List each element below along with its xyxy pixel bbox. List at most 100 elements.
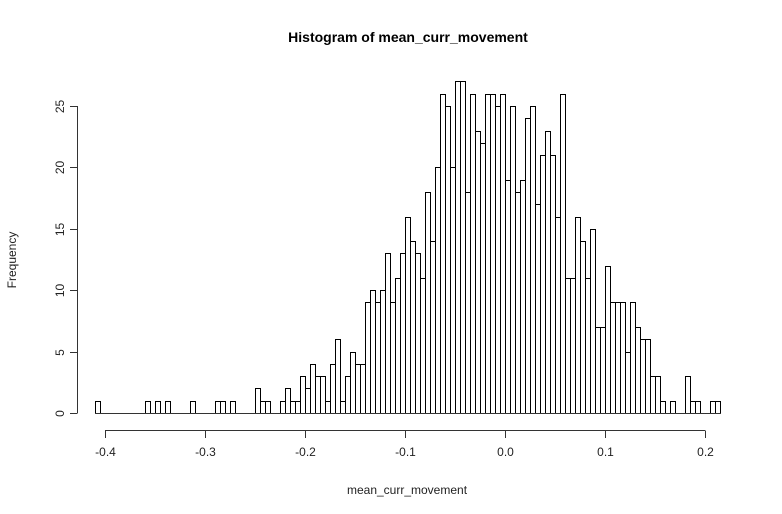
histogram-bar	[360, 364, 366, 414]
histogram-bar	[430, 241, 436, 414]
histogram-bar	[670, 401, 676, 414]
histogram-bar	[495, 106, 501, 414]
histogram-bar	[505, 180, 511, 414]
y-tick-label: 20	[53, 161, 67, 175]
histogram-bar	[520, 180, 526, 414]
histogram-bar	[490, 94, 496, 414]
histogram-bar	[330, 364, 336, 414]
histogram-bar	[395, 278, 401, 414]
histogram-bar	[465, 192, 471, 414]
histogram-bar	[425, 192, 431, 414]
histogram-bar	[415, 253, 421, 414]
histogram-bar	[585, 278, 591, 414]
histogram-bar	[615, 302, 621, 414]
histogram-bar	[95, 401, 101, 414]
histogram-bar	[450, 167, 456, 414]
histogram-bar	[265, 401, 271, 414]
histogram-bar	[545, 131, 551, 414]
x-tick-label: 0.0	[497, 445, 514, 459]
histogram-bar	[470, 94, 476, 414]
histogram-bar	[605, 266, 611, 414]
histogram-bar	[515, 192, 521, 414]
histogram-bar	[335, 339, 341, 414]
histogram-bar	[480, 143, 486, 414]
histogram-bar	[290, 401, 296, 414]
y-axis: 0 5 10 15 20 25	[53, 100, 78, 417]
histogram-bar	[145, 401, 151, 414]
histogram-bar	[375, 302, 381, 414]
histogram-bar	[595, 327, 601, 414]
histogram-bar	[625, 352, 631, 414]
histogram-bar	[320, 376, 326, 414]
histogram-bar	[365, 302, 371, 414]
histogram-bar	[300, 376, 306, 414]
histogram-bars	[95, 81, 721, 414]
histogram-bar	[555, 217, 561, 414]
histogram-bar	[405, 217, 411, 414]
x-tick-label: -0.3	[195, 445, 216, 459]
histogram-bar	[475, 131, 481, 414]
y-tick-label: 5	[53, 349, 67, 356]
histogram-bar	[690, 401, 696, 414]
histogram-bar	[355, 364, 361, 414]
histogram-bar	[600, 327, 606, 414]
x-axis-label: mean_curr_movement	[347, 483, 468, 497]
histogram-bar	[215, 401, 221, 414]
histogram-bar	[345, 376, 351, 414]
histogram-bar	[190, 401, 196, 414]
histogram-bar	[390, 302, 396, 414]
histogram-bar	[485, 94, 491, 414]
histogram-bar	[500, 94, 506, 414]
histogram-bar	[610, 302, 616, 414]
histogram-bar	[570, 278, 576, 414]
histogram-bar	[260, 401, 266, 414]
histogram-bar	[685, 376, 691, 414]
histogram-bar	[340, 401, 346, 414]
histogram-bar	[645, 339, 651, 414]
histogram-bar	[155, 401, 161, 414]
histogram-bar	[325, 401, 331, 414]
histogram-bar	[285, 388, 291, 414]
histogram-bar	[420, 278, 426, 414]
histogram-bar	[620, 302, 626, 414]
histogram-bar	[635, 327, 641, 414]
x-tick-label: -0.4	[95, 445, 116, 459]
histogram-bar	[305, 388, 311, 414]
y-tick-label: 15	[53, 223, 67, 237]
y-tick-label: 0	[53, 410, 67, 417]
histogram-bar	[590, 229, 596, 414]
chart-title: Histogram of mean_curr_movement	[288, 29, 528, 45]
histogram-bar	[220, 401, 226, 414]
histogram-bar	[295, 401, 301, 414]
histogram-bar	[455, 81, 461, 414]
histogram-bar	[370, 290, 376, 414]
histogram-bar	[385, 253, 391, 414]
x-axis: -0.4 -0.3 -0.2 -0.1 0.0 0.1 0.2	[95, 430, 714, 459]
histogram-bar	[410, 241, 416, 414]
histogram-bar	[230, 401, 236, 414]
histogram-bar	[560, 94, 566, 414]
histogram-bar	[525, 118, 531, 414]
histogram-bar	[565, 278, 571, 414]
histogram-bar	[530, 106, 536, 414]
histogram-bar	[510, 106, 516, 414]
histogram-bar	[460, 81, 466, 414]
x-tick-label: 0.1	[597, 445, 614, 459]
histogram-bar	[445, 106, 451, 414]
y-tick-label: 25	[53, 100, 67, 114]
histogram-bar	[400, 253, 406, 414]
y-tick-label: 10	[53, 284, 67, 298]
histogram-bar	[715, 401, 721, 414]
histogram-bar	[650, 376, 656, 414]
histogram-bar	[575, 217, 581, 414]
x-tick-label: 0.2	[697, 445, 714, 459]
histogram-bar	[380, 290, 386, 414]
histogram-bar	[540, 155, 546, 414]
histogram-bar	[350, 352, 356, 414]
histogram-bar	[435, 167, 441, 414]
histogram-bar	[310, 364, 316, 414]
histogram-bar	[280, 401, 286, 414]
histogram-bar	[550, 155, 556, 414]
histogram-bar	[710, 401, 716, 414]
